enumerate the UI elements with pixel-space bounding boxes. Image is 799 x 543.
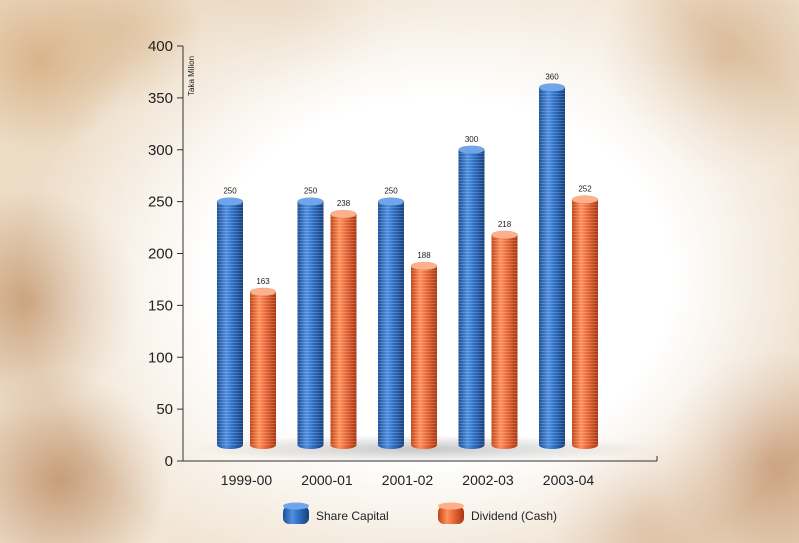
bars: 250 163 250 238 250 188 300 218 360 252 [216,73,599,449]
bar [410,261,438,449]
bar-ridges [458,149,485,445]
legend-label: Dividend (Cash) [471,509,557,523]
bar [491,230,518,449]
legend-swatch [283,506,309,524]
y-tick-label: 50 [156,401,173,418]
legend: Share Capital Dividend (Cash) [283,502,557,524]
bar [216,197,244,449]
bar-ridges [378,201,404,445]
bar [330,209,357,449]
y-tick-label: 200 [148,246,173,263]
bar-top [491,230,518,240]
legend-swatch-top [283,502,309,510]
bar-top [377,197,405,206]
bar-value-label: 188 [417,251,431,260]
bar-value-label: 300 [465,135,479,144]
y-tick-label: 100 [148,349,173,366]
bar-top [410,261,438,271]
bar-top [330,209,357,219]
bar-ridges [572,199,598,445]
legend-item: Share Capital [283,502,389,524]
x-tick-label: 2001-02 [382,472,434,488]
bar-ridges [330,214,357,445]
bar-top [216,197,244,206]
legend-item: Dividend (Cash) [438,502,557,524]
bar-top [297,197,324,206]
bar-ridges [539,87,565,445]
y-tick-label: 250 [148,194,173,211]
bar-ridges [217,201,243,445]
bar-value-label: 218 [498,220,512,229]
bar-value-label: 250 [384,187,398,196]
bar-value-label: 250 [304,187,318,196]
x-tick-label: 2003-04 [543,472,595,488]
y-tick-label: 150 [148,297,173,314]
legend-swatch [438,506,464,524]
x-tick-label: 2000-01 [301,472,353,488]
bar [571,195,599,449]
bar-ridges [411,265,437,445]
bar-top [571,195,599,204]
bar-value-label: 360 [545,73,559,82]
x-tick-label: 2002-03 [462,472,514,488]
bar-ridges [491,234,518,445]
x-tick-label: 1999-00 [221,472,273,488]
y-tick-label: 350 [148,90,173,107]
bar [458,145,485,449]
y-axis-title: Taka Milion [187,56,196,96]
bar-value-label: 250 [223,187,237,196]
bar-value-label: 163 [256,277,270,286]
bar-value-label: 238 [337,199,351,208]
axes: 0 50 100 150 200 250 300 350 400 Taka Milion 1999-… [148,38,658,488]
bar [377,197,405,449]
bar-ridges [250,291,276,445]
bar-top [458,145,485,154]
bar-value-label: 252 [578,185,592,194]
bar [538,83,566,449]
y-tick-label: 0 [165,453,173,470]
bar-ridges [297,201,324,445]
bar-top [538,83,566,92]
y-tick-label: 300 [148,142,173,159]
legend-label: Share Capital [316,509,389,523]
bar [249,287,277,449]
bar-top [249,287,277,297]
bar [297,197,324,449]
legend-swatch-top [438,502,464,510]
y-tick-label: 400 [148,38,173,55]
